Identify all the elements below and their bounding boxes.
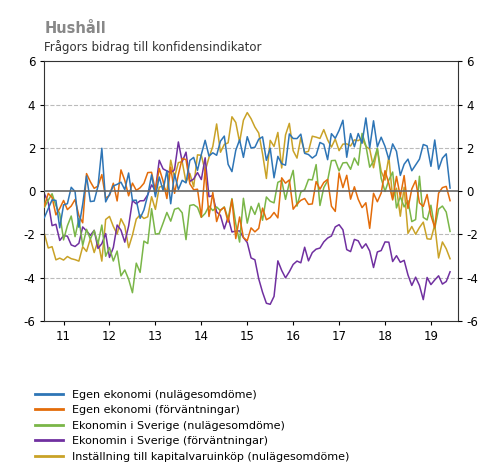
Text: Frågors bidrag till konfidensindikator: Frågors bidrag till konfidensindikator [44,40,262,54]
Text: Hushåll: Hushåll [44,21,106,36]
Legend: Egen ekonomi (nulägesomdöme), Egen ekonomi (förväntningar), Ekonomin i Sverige (: Egen ekonomi (nulägesomdöme), Egen ekono… [35,389,349,462]
